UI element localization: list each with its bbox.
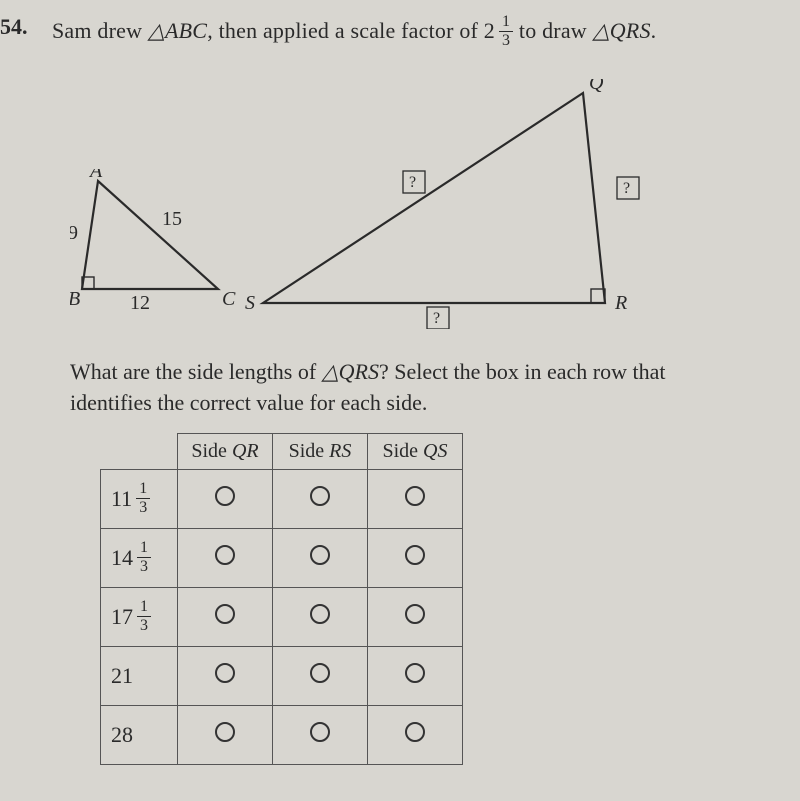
row-label: 1113 [101, 469, 178, 528]
radio-cell[interactable] [368, 528, 463, 587]
col-rs: Side RS [273, 433, 368, 469]
col-qr: Side QR [178, 433, 273, 469]
scale-whole: 2 [484, 16, 495, 47]
radio-cell[interactable] [273, 587, 368, 646]
vertex-q: Q [589, 79, 604, 94]
radio-icon [310, 486, 330, 506]
table-row: 21 [101, 646, 463, 705]
qtext-suffix: to draw [513, 18, 592, 43]
side-ab-length: 9 [70, 222, 78, 244]
qtext-mid: , then applied a scale factor of [207, 18, 484, 43]
radio-icon [215, 545, 235, 565]
qmark-qs: ? [403, 171, 425, 193]
corner-cell [101, 433, 178, 469]
triangle-abc-figure: A B C 9 12 15 [70, 169, 250, 319]
triangle-qrs-figure: Q R S ? ? ? [245, 79, 655, 329]
radio-icon [310, 545, 330, 565]
answer-table: Side QR Side RS Side QS 1113141317132128 [100, 433, 463, 765]
prompt-tri: △QRS [322, 359, 379, 384]
table-row: 1113 [101, 469, 463, 528]
figures-area: A B C 9 12 15 Q R S ? ? ? [0, 79, 780, 339]
triangle-abc-shape [82, 181, 218, 289]
col-rs-var: RS [329, 440, 351, 462]
scale-factor: 213 [484, 14, 513, 49]
vertex-r: R [614, 292, 627, 314]
radio-icon [405, 604, 425, 624]
radio-icon [310, 663, 330, 683]
question-text: Sam drew △ABC, then applied a scale fact… [52, 14, 656, 49]
radio-cell[interactable] [273, 528, 368, 587]
question-row: 54. Sam drew △ABC, then applied a scale … [0, 14, 780, 49]
col-qr-var: QR [232, 440, 259, 462]
radio-cell[interactable] [368, 587, 463, 646]
triangle-qrs-shape [263, 93, 605, 303]
prompt-line2: identifies the correct value for each si… [70, 390, 427, 415]
triangle-abc: △ABC [148, 18, 207, 43]
triangle-qrs: △QRS [593, 18, 651, 43]
radio-cell[interactable] [178, 587, 273, 646]
radio-cell[interactable] [178, 705, 273, 764]
page: 54. Sam drew △ABC, then applied a scale … [0, 0, 800, 801]
svg-text:?: ? [433, 310, 440, 327]
radio-cell[interactable] [273, 469, 368, 528]
qtext-prefix: Sam drew [52, 18, 148, 43]
svg-text:?: ? [409, 174, 416, 191]
prompt-text: What are the side lengths of △QRS? Selec… [70, 357, 780, 419]
question-number: 54. [0, 14, 40, 40]
vertex-s: S [245, 292, 255, 314]
vertex-a: A [88, 169, 103, 182]
radio-cell[interactable] [368, 705, 463, 764]
radio-icon [215, 663, 235, 683]
prompt-b: ? Select the box in each row that [379, 359, 666, 384]
table-header-row: Side QR Side RS Side QS [101, 433, 463, 469]
qmark-qr: ? [617, 177, 639, 199]
radio-cell[interactable] [178, 646, 273, 705]
radio-icon [405, 545, 425, 565]
radio-cell[interactable] [368, 646, 463, 705]
col-qs-var: QS [423, 440, 447, 462]
svg-text:?: ? [623, 180, 630, 197]
table-row: 1713 [101, 587, 463, 646]
prompt-a: What are the side lengths of [70, 359, 322, 384]
table-row: 28 [101, 705, 463, 764]
radio-icon [215, 604, 235, 624]
radio-cell[interactable] [178, 469, 273, 528]
qmark-sr: ? [427, 307, 449, 329]
table-row: 1413 [101, 528, 463, 587]
radio-cell[interactable] [368, 469, 463, 528]
radio-icon [310, 604, 330, 624]
scale-num: 1 [499, 14, 513, 32]
scale-den: 3 [499, 32, 513, 49]
radio-cell[interactable] [273, 646, 368, 705]
col-qs: Side QS [368, 433, 463, 469]
side-ac-length: 15 [162, 208, 182, 230]
vertex-c: C [222, 288, 236, 310]
row-label: 28 [101, 705, 178, 764]
radio-icon [215, 722, 235, 742]
radio-icon [405, 722, 425, 742]
scale-frac: 13 [499, 14, 513, 49]
radio-icon [405, 663, 425, 683]
vertex-b: B [70, 288, 80, 310]
side-bc-length: 12 [130, 292, 150, 314]
row-label: 21 [101, 646, 178, 705]
radio-icon [215, 486, 235, 506]
radio-cell[interactable] [273, 705, 368, 764]
radio-icon [310, 722, 330, 742]
radio-cell[interactable] [178, 528, 273, 587]
radio-icon [405, 486, 425, 506]
row-label: 1413 [101, 528, 178, 587]
qtext-end: . [651, 18, 657, 43]
row-label: 1713 [101, 587, 178, 646]
